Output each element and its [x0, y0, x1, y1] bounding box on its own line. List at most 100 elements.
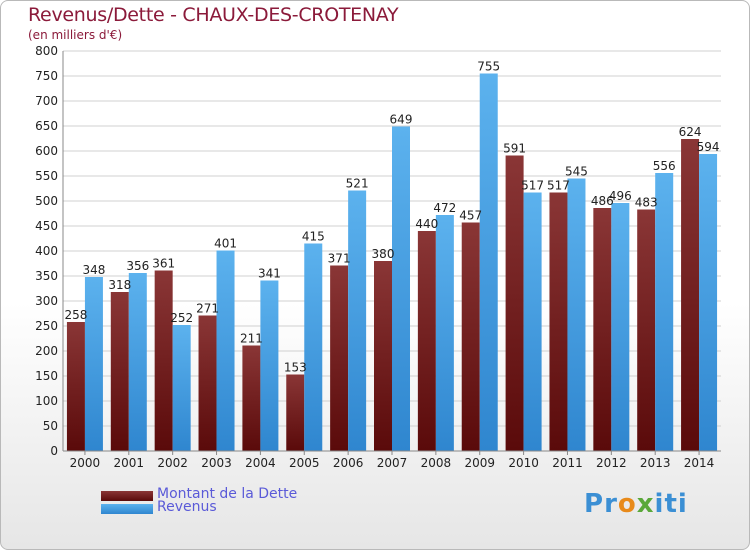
x-tick-label: 2011 — [552, 456, 583, 470]
legend-swatch-revenus — [101, 504, 153, 514]
bar-dette — [593, 208, 612, 451]
bar-dette — [286, 374, 305, 451]
data-label-dette: 624 — [679, 125, 702, 139]
chart-subtitle: (en milliers d'€) — [28, 28, 123, 42]
data-label-revenus: 521 — [346, 177, 369, 191]
x-tick-label: 2004 — [245, 456, 276, 470]
data-label-dette: 440 — [415, 217, 438, 231]
bar-dette — [681, 139, 700, 451]
bar-revenus — [172, 325, 191, 451]
data-label-dette: 483 — [635, 196, 658, 210]
data-label-revenus: 649 — [390, 113, 413, 127]
y-tick-label: 100 — [35, 394, 58, 408]
y-tick-label: 200 — [35, 344, 58, 358]
bar-revenus — [348, 190, 367, 451]
y-tick-label: 300 — [35, 294, 58, 308]
data-label-revenus: 415 — [302, 230, 325, 244]
y-tick-label: 650 — [35, 119, 58, 133]
data-label-dette: 258 — [64, 308, 87, 322]
bar-revenus — [84, 277, 103, 451]
data-label-dette: 318 — [108, 278, 131, 292]
x-tick-label: 2014 — [684, 456, 715, 470]
bar-revenus — [611, 203, 630, 451]
bar-revenus — [304, 243, 323, 451]
bar-revenus — [567, 178, 586, 451]
y-tick-label: 50 — [43, 419, 58, 433]
x-tick-label: 2010 — [508, 456, 539, 470]
y-tick-label: 800 — [35, 44, 58, 58]
x-tick-label: 2005 — [289, 456, 320, 470]
x-tick-label: 2007 — [377, 456, 408, 470]
legend-swatch-dette — [101, 491, 153, 501]
data-label-revenus: 556 — [653, 159, 676, 173]
bar-dette — [198, 315, 217, 451]
data-label-revenus: 472 — [433, 201, 456, 215]
bar-revenus — [655, 173, 674, 451]
data-label-dette: 380 — [372, 247, 395, 261]
x-tick-label: 2003 — [201, 456, 232, 470]
axes: 0 50 100 150 200 250 300 350 400 450 500 550 600 650 7… — [35, 44, 721, 470]
data-label-revenus: 348 — [82, 263, 105, 277]
bar-dette — [637, 209, 656, 451]
y-tick-label: 150 — [35, 369, 58, 383]
x-tick-label: 2000 — [70, 456, 101, 470]
x-tick-label: 2001 — [114, 456, 145, 470]
bar-revenus — [128, 273, 147, 451]
y-tick-label: 500 — [35, 194, 58, 208]
data-label-dette: 517 — [547, 179, 570, 193]
bar-revenus — [216, 250, 235, 451]
data-label-dette: 153 — [284, 361, 307, 375]
bars — [66, 73, 718, 451]
legend-label-revenus: Revenus — [157, 499, 217, 515]
data-label-dette: 211 — [240, 332, 263, 346]
y-tick-label: 550 — [35, 169, 58, 183]
data-label-revenus: 252 — [170, 311, 193, 325]
data-label-revenus: 356 — [126, 259, 149, 273]
bar-dette — [154, 270, 173, 451]
bar-revenus — [699, 154, 718, 451]
data-label-revenus: 545 — [565, 165, 588, 179]
bar-dette — [505, 155, 524, 451]
data-label-revenus: 594 — [697, 140, 720, 154]
data-label-dette: 371 — [328, 252, 351, 266]
y-tick-label: 600 — [35, 144, 58, 158]
data-label-dette: 486 — [591, 194, 614, 208]
bar-revenus — [435, 215, 454, 451]
bar-revenus — [392, 126, 410, 451]
data-label-dette: 457 — [459, 209, 482, 223]
y-tick-label: 0 — [50, 444, 58, 458]
y-tick-label: 700 — [35, 94, 58, 108]
y-tick-label: 450 — [35, 219, 58, 233]
x-tick-label: 2002 — [157, 456, 188, 470]
x-tick-label: 2008 — [421, 456, 452, 470]
y-tick-label: 250 — [35, 319, 58, 333]
bar-dette — [417, 231, 436, 451]
data-label-dette: 591 — [503, 142, 526, 156]
data-label-dette: 361 — [152, 257, 175, 271]
bar-dette — [242, 345, 261, 451]
data-label-revenus: 401 — [214, 237, 237, 251]
bar-revenus — [260, 280, 279, 451]
bar-dette — [461, 222, 480, 451]
y-tick-label: 350 — [35, 269, 58, 283]
legend-label-dette: Montant de la Dette — [157, 486, 298, 502]
proxiti-logo: Proxiti — [584, 489, 688, 519]
bar-dette — [330, 265, 349, 451]
data-label-revenus: 517 — [521, 179, 544, 193]
data-label-revenus: 755 — [477, 60, 500, 74]
data-label-revenus: 496 — [609, 189, 632, 203]
bar-dette — [110, 292, 129, 451]
data-label-dette: 271 — [196, 302, 219, 316]
x-tick-label: 2012 — [596, 456, 627, 470]
chart-title: Revenus/Dette - CHAUX-DES-CROTENAY — [28, 4, 399, 26]
y-tick-label: 400 — [35, 244, 58, 258]
data-label-revenus: 341 — [258, 267, 281, 281]
bar-dette — [374, 261, 392, 451]
bar-dette — [549, 192, 568, 451]
x-tick-label: 2013 — [640, 456, 671, 470]
x-tick-label: 2006 — [333, 456, 364, 470]
bar-revenus — [523, 192, 542, 451]
